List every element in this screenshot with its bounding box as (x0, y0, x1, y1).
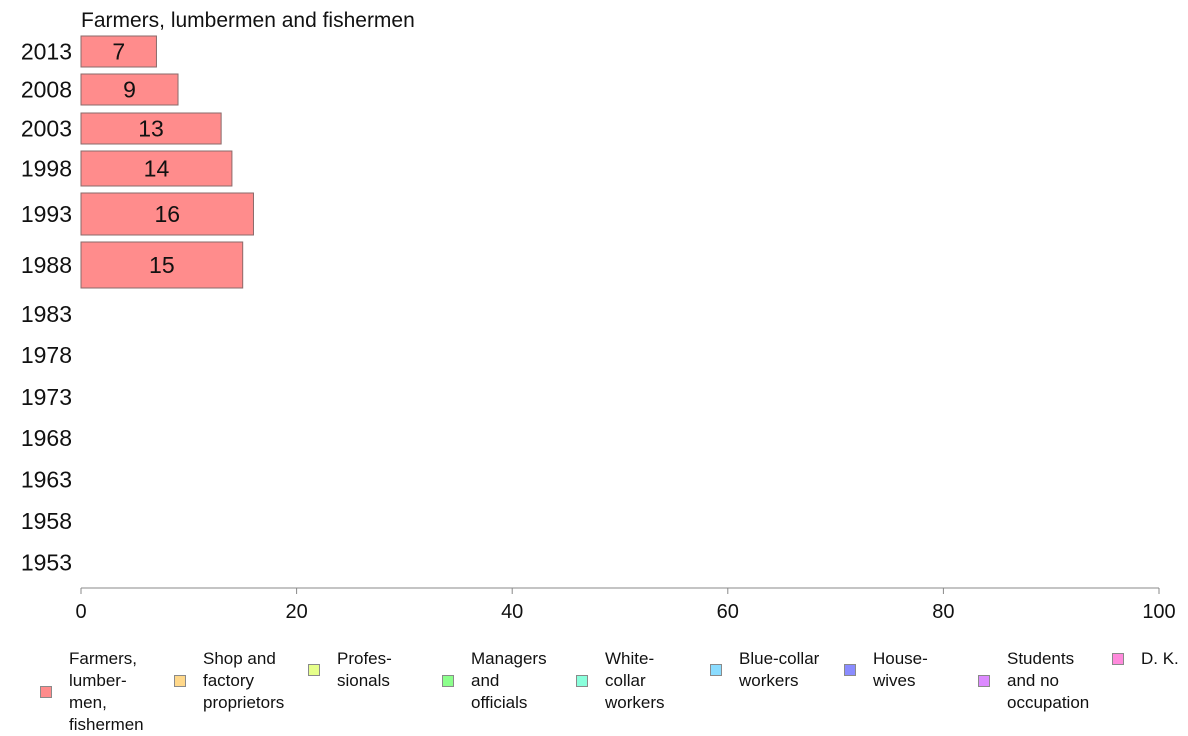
y-tick-label: 1968 (21, 425, 72, 451)
y-tick-label: 1953 (21, 550, 72, 576)
legend-swatch (1112, 653, 1124, 665)
y-tick-label: 1973 (21, 384, 72, 410)
legend-label: Farmers, lumber- men, fishermen (69, 649, 144, 734)
legend-item-housewives: House- wives (844, 648, 928, 692)
bar (80, 192, 254, 236)
legend-label: D. K. (1141, 649, 1179, 668)
bar (80, 112, 222, 145)
y-tick-label: 1963 (21, 467, 72, 493)
legend-item-shop-factory: Shop and factory proprietors (174, 648, 284, 714)
y-tick-label: 2003 (21, 116, 72, 142)
legend-item-professionals: Profes- sionals (308, 648, 392, 692)
legend-item-white-collar: White- collar workers (576, 648, 665, 714)
legend-label: Blue-collar workers (739, 649, 820, 690)
legend-label: White- collar workers (605, 649, 665, 712)
bar (80, 241, 244, 289)
legend-swatch (710, 664, 722, 676)
x-tick-label: 80 (932, 601, 954, 623)
legend-swatch (308, 664, 320, 676)
legend-swatch (174, 675, 186, 687)
legend-swatch (978, 675, 990, 687)
y-tick-label: 1978 (21, 342, 72, 368)
legend-swatch (844, 664, 856, 676)
legend-swatch (576, 675, 588, 687)
bar-value-label: 16 (154, 201, 180, 227)
bar-value-label: 15 (149, 252, 175, 278)
legend-label: Profes- sionals (337, 649, 392, 690)
bar-value-label: 13 (138, 116, 164, 142)
legend-label: Shop and factory proprietors (203, 649, 285, 712)
x-tick-label: 40 (501, 601, 523, 623)
bar (80, 73, 179, 106)
y-tick-label: 1958 (21, 508, 72, 534)
legend-item-students: Students and no occupation (978, 648, 1089, 714)
legend-label: Managers and officials (471, 649, 547, 712)
bar (80, 150, 233, 187)
y-tick-label: 2008 (21, 77, 72, 103)
y-tick-label: 1988 (21, 252, 72, 278)
legend-item-blue-collar: Blue-collar workers (710, 648, 819, 692)
y-tick-label: 1983 (21, 301, 72, 327)
y-tick-label: 1993 (21, 201, 72, 227)
legend-item-managers: Managers and officials (442, 648, 547, 714)
x-tick-label: 100 (1142, 601, 1175, 623)
chart-title: Farmers, lumbermen and fishermen (81, 9, 415, 32)
bar-value-label: 9 (123, 77, 136, 103)
bar (80, 35, 157, 68)
legend-swatch (40, 686, 52, 698)
y-tick-label: 1998 (21, 156, 72, 182)
y-tick-label: 2013 (21, 39, 72, 65)
legend-item-farmers: Farmers, lumber- men, fishermen (40, 648, 144, 736)
legend-label: House- wives (873, 649, 928, 690)
legend-label: Students and no occupation (1007, 649, 1090, 712)
bar-value-label: 7 (112, 39, 125, 65)
legend-swatch (442, 675, 454, 687)
x-tick-label: 0 (75, 601, 86, 623)
x-tick-label: 60 (717, 601, 739, 623)
bar-value-label: 14 (144, 156, 170, 182)
x-tick-label: 20 (285, 601, 307, 623)
legend-item-dk: D. K. (1112, 648, 1179, 670)
